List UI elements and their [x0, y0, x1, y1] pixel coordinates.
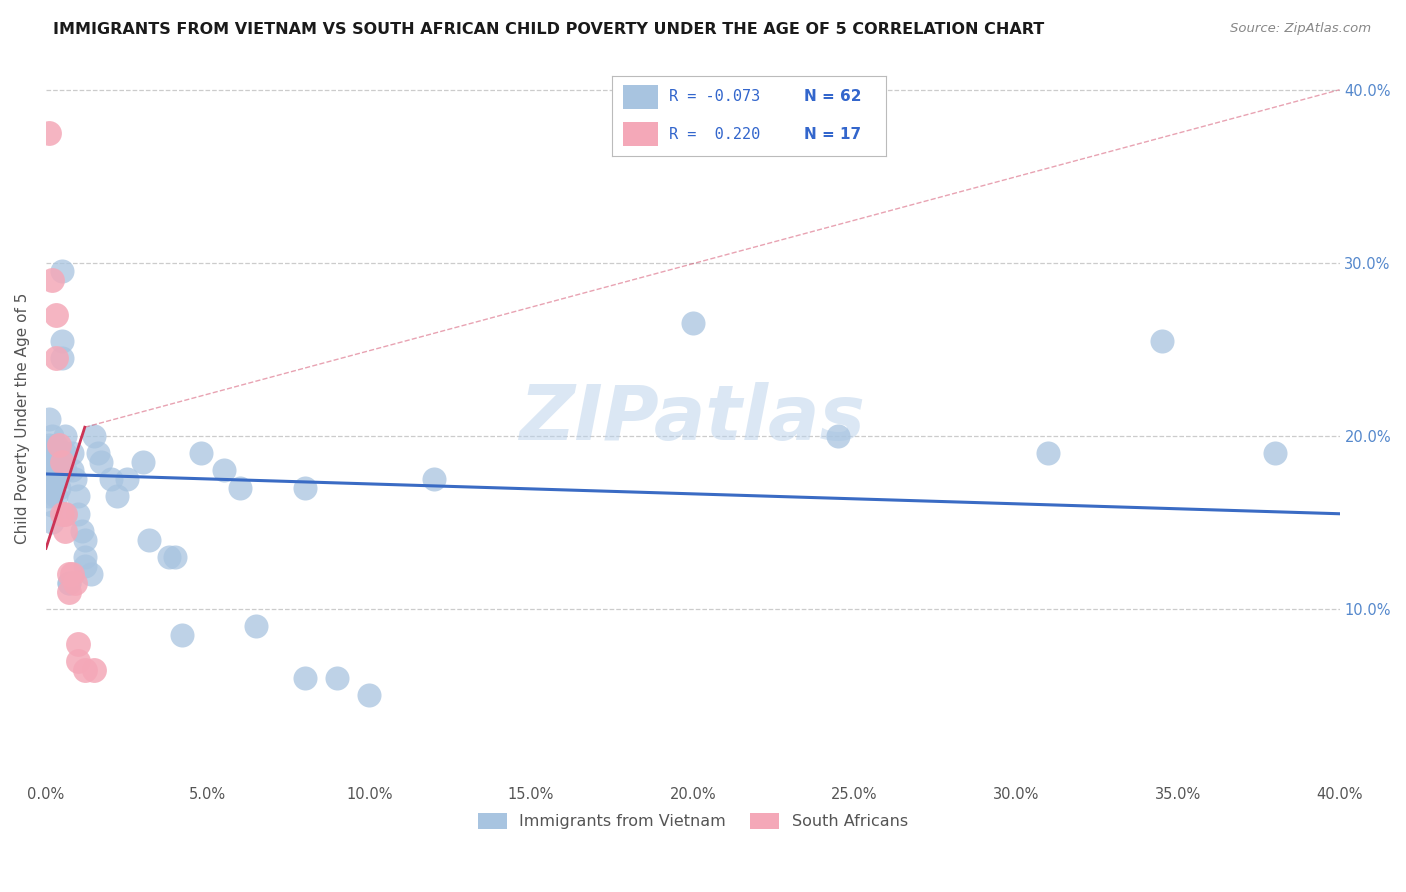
Point: [53, 429, 76, 443]
Legend: Immigrants from Vietnam, South Africans: Immigrants from Vietnam, South Africans: [471, 807, 914, 836]
Point: [53, 507, 76, 521]
Point: [53, 507, 76, 521]
Point: [70, 524, 93, 538]
Point: [83, 429, 105, 443]
Point: [41, 498, 63, 512]
Point: [45, 351, 67, 365]
Text: N = 62: N = 62: [804, 89, 860, 104]
Point: [138, 533, 160, 547]
Point: [51, 351, 73, 365]
Point: [67, 654, 90, 668]
Point: [53, 446, 76, 460]
Point: [190, 446, 212, 460]
Point: [326, 671, 349, 685]
Point: [51, 334, 73, 348]
Point: [41, 481, 63, 495]
Bar: [623, 122, 658, 146]
Point: [157, 549, 180, 564]
Point: [115, 472, 138, 486]
Text: Source: ZipAtlas.com: Source: ZipAtlas.com: [1230, 22, 1371, 36]
Text: R =  0.220: R = 0.220: [669, 127, 761, 142]
Point: [45, 455, 67, 469]
Point: [359, 689, 381, 703]
Point: [38, 437, 60, 451]
Point: [51, 507, 73, 521]
Point: [170, 628, 193, 642]
Point: [58, 576, 80, 591]
Text: R = -0.073: R = -0.073: [669, 89, 761, 104]
Point: [423, 472, 446, 486]
Point: [682, 317, 704, 331]
Point: [45, 490, 67, 504]
Text: ZIPatlas: ZIPatlas: [520, 382, 866, 456]
Point: [60, 567, 83, 582]
Point: [1150, 334, 1173, 348]
Point: [73, 549, 96, 564]
Point: [229, 481, 252, 495]
Point: [48, 446, 70, 460]
Point: [67, 490, 90, 504]
Point: [41, 273, 63, 287]
Text: IMMIGRANTS FROM VIETNAM VS SOUTH AFRICAN CHILD POVERTY UNDER THE AGE OF 5 CORREL: IMMIGRANTS FROM VIETNAM VS SOUTH AFRICAN…: [53, 22, 1045, 37]
Point: [73, 558, 96, 573]
Point: [53, 463, 76, 477]
Point: [45, 472, 67, 486]
Point: [100, 472, 122, 486]
Y-axis label: Child Poverty Under the Age of 5: Child Poverty Under the Age of 5: [15, 293, 30, 544]
Point: [51, 455, 73, 469]
Point: [132, 455, 155, 469]
Point: [38, 455, 60, 469]
Point: [165, 549, 187, 564]
Point: [80, 567, 103, 582]
Point: [58, 584, 80, 599]
Point: [1038, 446, 1060, 460]
Point: [38, 411, 60, 425]
Point: [58, 567, 80, 582]
Point: [86, 446, 108, 460]
Point: [83, 663, 105, 677]
Point: [60, 463, 83, 477]
Point: [67, 636, 90, 650]
Point: [827, 429, 849, 443]
Point: [63, 576, 86, 591]
Point: [41, 446, 63, 460]
Point: [67, 507, 90, 521]
Point: [60, 446, 83, 460]
Point: [1264, 446, 1286, 460]
Point: [48, 481, 70, 495]
Point: [48, 437, 70, 451]
Point: [38, 126, 60, 140]
Point: [245, 619, 267, 633]
Point: [90, 455, 112, 469]
Point: [41, 516, 63, 530]
Point: [38, 472, 60, 486]
Point: [212, 463, 235, 477]
Point: [73, 663, 96, 677]
Point: [73, 533, 96, 547]
Point: [45, 437, 67, 451]
Point: [48, 463, 70, 477]
Point: [51, 264, 73, 278]
Point: [63, 472, 86, 486]
Point: [58, 576, 80, 591]
Point: [53, 524, 76, 538]
Point: [294, 481, 316, 495]
Point: [45, 308, 67, 322]
Point: [38, 490, 60, 504]
Point: [41, 429, 63, 443]
Bar: [623, 85, 658, 109]
Text: N = 17: N = 17: [804, 127, 860, 142]
Point: [41, 463, 63, 477]
Point: [294, 671, 316, 685]
Point: [105, 490, 128, 504]
